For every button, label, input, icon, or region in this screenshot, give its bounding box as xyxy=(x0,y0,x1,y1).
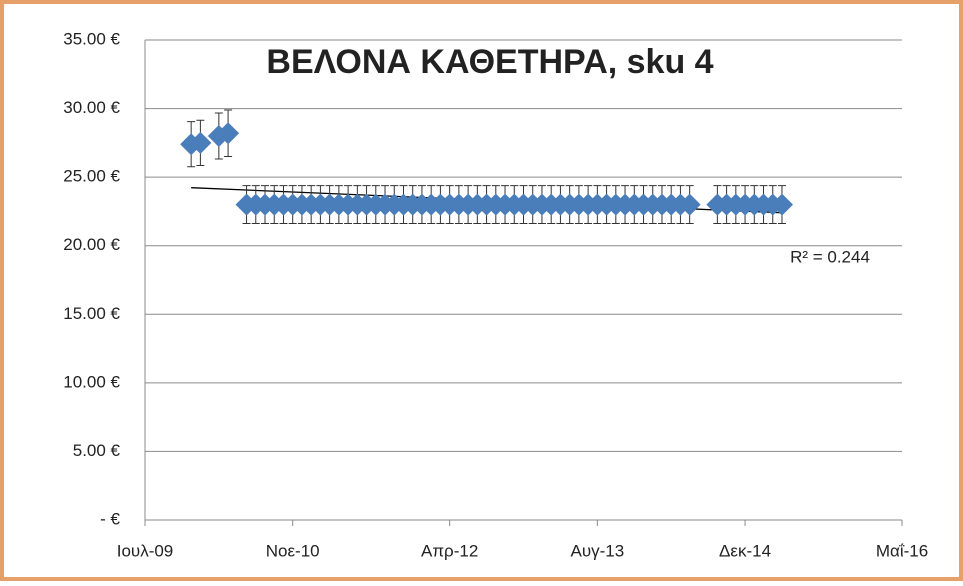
y-tick-label: 30.00 € xyxy=(63,98,120,117)
y-tick-label: 5.00 € xyxy=(73,441,121,460)
y-tick-label: 20.00 € xyxy=(63,235,120,254)
marker xyxy=(678,193,701,216)
x-tick-label: Νοε-10 xyxy=(266,541,320,560)
r2-label: R² = 0.244 xyxy=(790,247,870,266)
x-tick-label: Ιουλ-09 xyxy=(117,541,174,560)
x-tick-label: Απρ-12 xyxy=(421,541,478,560)
x-tick-label: Μαΐ-16 xyxy=(876,541,928,560)
marker xyxy=(217,122,240,145)
chart-title: ΒΕΛΟΝΑ ΚΑΘΕΤΗΡΑ, sku 4 xyxy=(266,43,713,81)
y-tick-label: 10.00 € xyxy=(63,372,120,391)
y-tick-label: 25.00 € xyxy=(63,167,120,186)
marker xyxy=(770,193,793,216)
x-tick-label: Δεκ-14 xyxy=(719,541,771,560)
y-tick-label: - € xyxy=(100,509,120,528)
y-tick-label: 35.00 € xyxy=(63,29,120,48)
y-tick-label: 15.00 € xyxy=(63,304,120,323)
x-tick-label: Αυγ-13 xyxy=(570,541,624,560)
marker xyxy=(189,131,212,154)
